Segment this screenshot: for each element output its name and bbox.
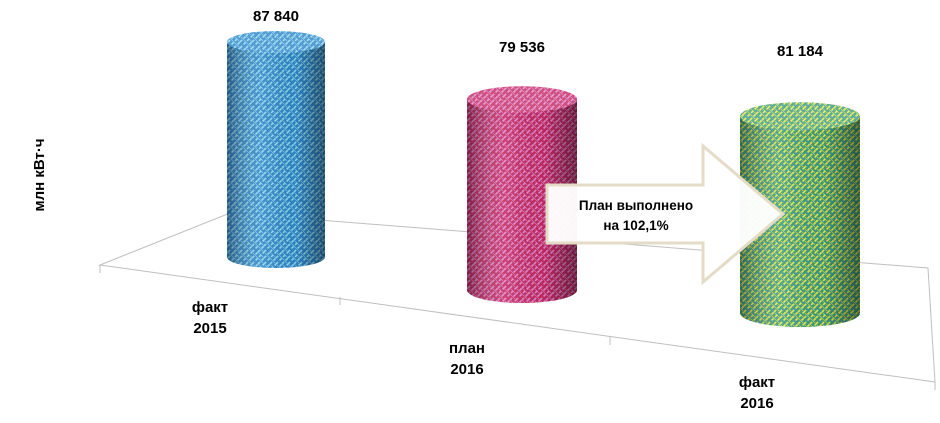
bar-top-highlight bbox=[227, 31, 325, 53]
bar-top bbox=[467, 86, 577, 113]
arrow-shape bbox=[545, 142, 786, 286]
data-label: 79 536 bbox=[499, 39, 545, 56]
y-axis-label: млн кВт·ч bbox=[31, 138, 48, 211]
data-label: 87 840 bbox=[253, 8, 299, 25]
bar-shading bbox=[740, 116, 860, 327]
bar-0 bbox=[227, 31, 325, 268]
bar-top bbox=[227, 31, 325, 53]
bar-shading bbox=[227, 42, 325, 268]
bar-2 bbox=[740, 102, 860, 327]
x-tick-label: факт 2015 bbox=[192, 299, 228, 337]
chart-labels: 87 840 факт 2015 79 536 план 2016 81 184 факт 20… bbox=[192, 8, 824, 412]
callout-arrow: План выполнено на 102,1% bbox=[545, 142, 786, 286]
callout-text: План выполнено на 102,1% bbox=[579, 198, 693, 233]
x-tick-label: факт 2016 bbox=[739, 374, 775, 412]
x-tick-label: план 2016 bbox=[449, 340, 485, 378]
bar-1 bbox=[467, 86, 577, 304]
chart-bars bbox=[227, 31, 860, 327]
bar-shading bbox=[467, 99, 577, 304]
bar-top bbox=[740, 102, 860, 131]
bar-top-highlight bbox=[740, 102, 860, 131]
bar-top-highlight bbox=[467, 86, 577, 113]
data-label: 81 184 bbox=[777, 43, 824, 60]
